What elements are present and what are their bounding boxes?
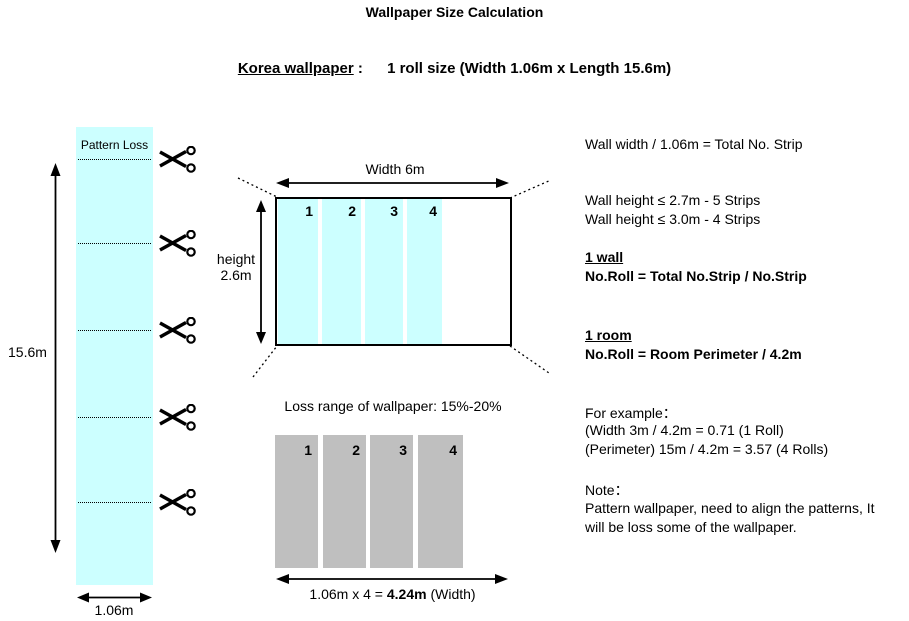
wall-strip-1: 1: [278, 199, 318, 344]
wall-width-arrow: [275, 176, 510, 194]
loss-range-caption: Loss range of wallpaper: 15%-20%: [284, 398, 502, 414]
roll-width-arrow: [76, 591, 153, 609]
loss-strip-number: 4: [449, 442, 457, 458]
wall-strip-4: 4: [407, 199, 442, 344]
loss-strip-number: 2: [352, 442, 360, 458]
scissors-icon: [159, 403, 197, 431]
loss-strip-2: 2: [323, 435, 366, 568]
loss-strip-3: 3: [370, 435, 413, 568]
loss-strip-number: 1: [304, 442, 312, 458]
loss-strips-diagram: 1 2 3 4: [275, 435, 467, 568]
formula-bold-value: 4.24m: [386, 586, 427, 602]
cut-line: [78, 243, 151, 244]
note-line-1: Pattern wallpaper, need to align the pat…: [585, 500, 875, 516]
wall-height-label: height 2.6m: [210, 251, 262, 283]
rule-total-strip: Wall width / 1.06m = Total No. Strip: [585, 136, 803, 152]
wall-strip-3: 3: [365, 199, 403, 344]
wall-strip-number: 2: [348, 203, 356, 219]
subtitle-roll-size: 1 roll size (Width 1.06m x Length 15.6m): [387, 60, 672, 77]
formula-suffix: (Width): [426, 586, 476, 602]
loss-width-arrow: [275, 572, 509, 590]
note-heading: Note：: [585, 482, 629, 498]
subtitle-brand: Korea wallpaper: [237, 60, 354, 77]
roll-length-arrow: [49, 162, 62, 559]
cut-line: [78, 502, 151, 503]
example-heading: For example：: [585, 405, 677, 421]
pattern-loss-label: Pattern Loss: [80, 138, 149, 152]
cut-line: [78, 159, 151, 160]
example-line-1: (Width 3m / 4.2m = 0.71 (1 Roll): [585, 422, 784, 438]
scissors-icon: [159, 145, 197, 173]
scissors-icon: [159, 316, 197, 344]
loss-width-formula: 1.06m x 4 = 4.24m (Width): [250, 586, 535, 602]
roll-length-label: 15.6m: [8, 344, 47, 360]
one-wall-formula: No.Roll = Total No.Strip / No.Strip: [585, 268, 807, 284]
roll-width-label: 1.06m: [94, 602, 134, 618]
wall-strip-number: 3: [390, 203, 398, 219]
wall-height-word: height: [216, 251, 256, 267]
loss-strip-number: 3: [399, 442, 407, 458]
wall-width-label: Width 6m: [365, 161, 425, 177]
wall-height-arrow: [255, 199, 267, 350]
wall-height-value: 2.6m: [220, 267, 252, 283]
one-room-formula: No.Roll = Room Perimeter / 4.2m: [585, 346, 802, 362]
subtitle: Korea wallpaper : 1 roll size (Width 1.0…: [0, 60, 909, 77]
loss-strip-1: 1: [275, 435, 318, 568]
loss-strip-4: 4: [418, 435, 463, 568]
cut-line: [78, 417, 151, 418]
cut-line: [78, 330, 151, 331]
scissors-icon: [159, 488, 197, 516]
note-line-2: will be loss some of the wallpaper.: [585, 519, 797, 535]
scissors-icon: [159, 229, 197, 257]
wall-strip-number: 1: [305, 203, 313, 219]
example-line-2: (Perimeter) 15m / 4.2m = 3.57 (4 Rolls): [585, 441, 829, 457]
wall-strip-2: 2: [322, 199, 361, 344]
wall-diagram: 1 2 3 4: [275, 197, 512, 346]
one-wall-heading: 1 wall: [585, 249, 624, 265]
formula-prefix: 1.06m x 4 =: [309, 586, 387, 602]
wall-perspective-lines: [235, 172, 565, 389]
wall-strip-number: 4: [429, 203, 437, 219]
one-room-heading: 1 room: [585, 327, 632, 343]
rule-height-1: Wall height ≤ 2.7m - 5 Strips: [585, 192, 761, 208]
rule-height-2: Wall height ≤ 3.0m - 4 Strips: [585, 211, 761, 227]
subtitle-separator: :: [353, 60, 363, 77]
roll-strip: Pattern Loss: [76, 127, 153, 585]
page-title: Wallpaper Size Calculation: [365, 4, 544, 20]
